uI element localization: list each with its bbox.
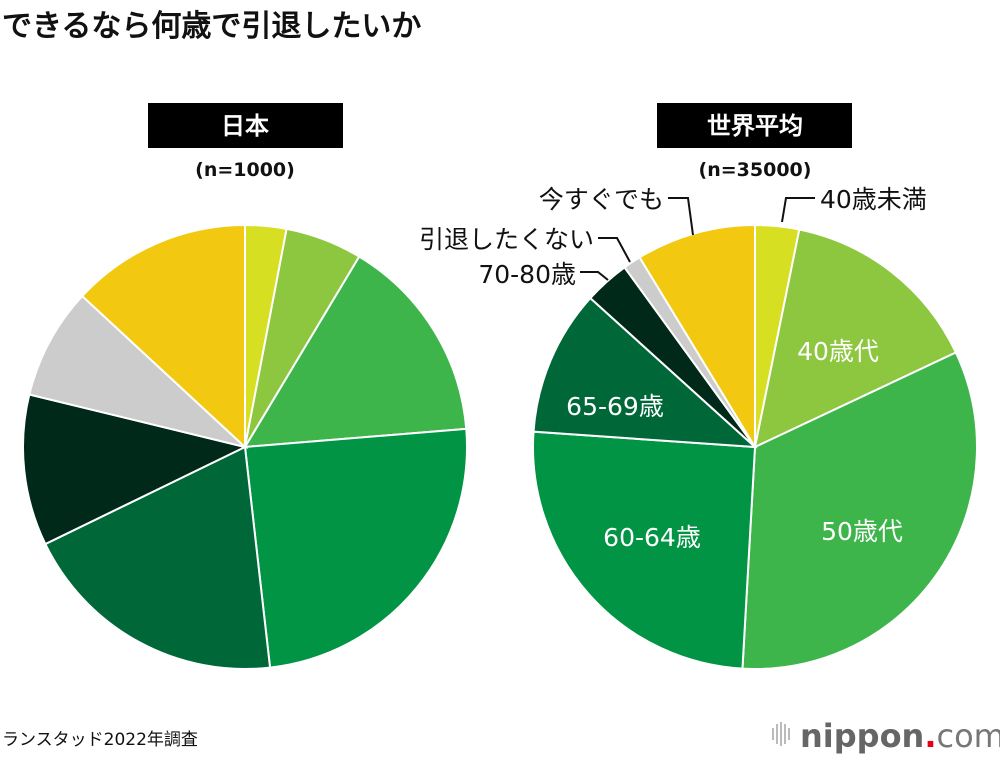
chart-title: できるなら何歳で引退したいか: [2, 9, 421, 44]
source-note: ランスタッド2022年調査: [2, 730, 198, 750]
world-pie: [532, 223, 978, 670]
label-60-64: 60-64歳: [603, 523, 701, 552]
leader-70-80: [580, 271, 609, 281]
nippon-logo: nippon.com: [772, 717, 1000, 755]
leader-lines: [580, 197, 815, 281]
pie-slice-60-64歳: [243, 427, 468, 669]
pie-slice-50歳代: [741, 351, 978, 670]
label-65-69: 65-69歳: [566, 392, 664, 421]
pie-slice-70-80歳: [22, 393, 248, 546]
japan-header: 日本: [221, 112, 269, 140]
world-sample-size: (n=35000): [699, 159, 812, 181]
world-header-box: [657, 103, 852, 148]
label-now: 今すぐでも: [539, 185, 664, 214]
pie-slice-50歳代: [243, 255, 468, 449]
label-70-80: 70-80歳: [478, 260, 576, 289]
pie-slice-今すぐでも: [638, 223, 756, 451]
logo-bars-icon: [772, 722, 790, 746]
japan-pie: [22, 223, 468, 670]
logo-text: nippon.com: [800, 717, 1000, 755]
pie-slice-65-69歳: [532, 296, 758, 449]
pie-slice-65-69歳: [43, 445, 272, 670]
label-40s: 40歳代: [797, 337, 879, 366]
label-under40: 40歳未満: [820, 185, 927, 214]
world-header: 世界平均: [707, 112, 803, 140]
pie-slice-40歳代: [753, 228, 958, 449]
japan-sample-size: (n=1000): [195, 159, 295, 181]
pie-slice-60-64歳: [532, 430, 757, 670]
pie-slice-今すぐでも: [80, 223, 246, 450]
leader-under40: [781, 197, 815, 223]
japan-header-box: [148, 103, 343, 148]
leader-never: [598, 237, 631, 263]
leader-now: [668, 197, 694, 236]
label-50s: 50歳代: [821, 517, 903, 546]
pie-slice-引退したくない: [28, 294, 249, 449]
label-never: 引退したくない: [419, 225, 594, 254]
